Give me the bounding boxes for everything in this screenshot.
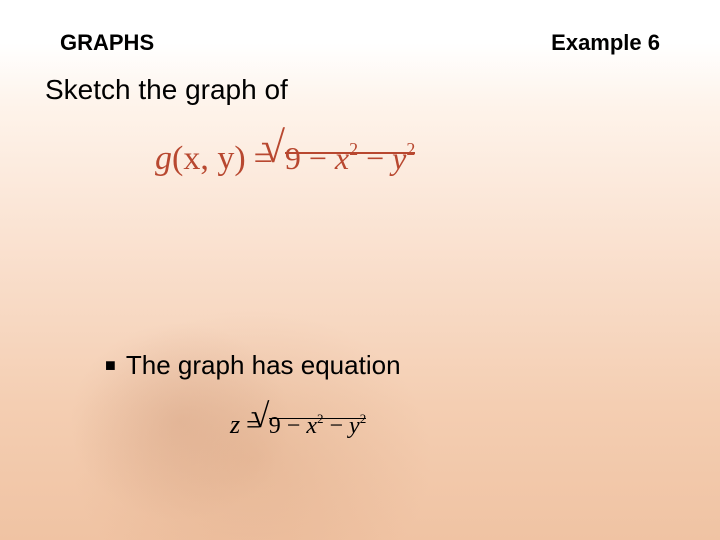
- square-root: √ 9 − x2 − y2: [281, 140, 416, 177]
- section-title: GRAPHS: [60, 30, 154, 56]
- bullet-text: The graph has equation: [126, 350, 401, 381]
- exp-x-sm: 2: [317, 411, 324, 426]
- minus-1-sm: −: [281, 413, 307, 439]
- square-root-small: √ 9 − x2 − y2: [267, 412, 366, 440]
- var-x-sm: x: [306, 413, 317, 439]
- vinculum-small: 9 − x2 − y2: [269, 418, 366, 437]
- radical-icon-small: √: [251, 398, 270, 436]
- radicand-small: 9 − x2 − y2: [269, 413, 366, 439]
- main-equation: g(x, y) = √ 9 − x2 − y2: [155, 140, 415, 178]
- var-x: x: [335, 140, 349, 176]
- equation-function-name: g: [155, 140, 172, 178]
- exp-x: 2: [349, 139, 358, 159]
- radical-icon: √: [261, 122, 285, 173]
- minus-2: −: [358, 140, 392, 176]
- const-9: 9: [285, 140, 301, 176]
- example-label: Example 6: [551, 30, 660, 56]
- vinculum: 9 − x2 − y2: [285, 152, 416, 173]
- secondary-equation: z = √ 9 − x2 − y2: [230, 410, 366, 440]
- equation-lhs-z: z: [230, 410, 240, 440]
- bullet-line: ■ The graph has equation: [105, 350, 401, 381]
- var-y: y: [392, 140, 406, 176]
- bullet-icon: ■: [105, 355, 116, 376]
- minus-1: −: [301, 140, 335, 176]
- exp-y-sm: 2: [360, 411, 367, 426]
- header-row: GRAPHS Example 6: [60, 30, 660, 56]
- const-9-sm: 9: [269, 413, 281, 439]
- minus-2-sm: −: [324, 413, 350, 439]
- instruction-text: Sketch the graph of: [45, 74, 288, 106]
- var-y-sm: y: [349, 413, 360, 439]
- radicand: 9 − x2 − y2: [285, 140, 416, 176]
- exp-y: 2: [406, 139, 415, 159]
- equation-args: (x, y): [172, 140, 246, 178]
